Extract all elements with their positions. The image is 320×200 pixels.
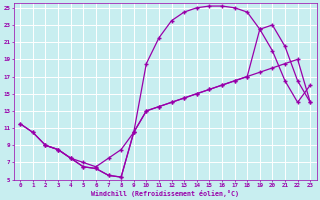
X-axis label: Windchill (Refroidissement éolien,°C): Windchill (Refroidissement éolien,°C) xyxy=(91,190,239,197)
